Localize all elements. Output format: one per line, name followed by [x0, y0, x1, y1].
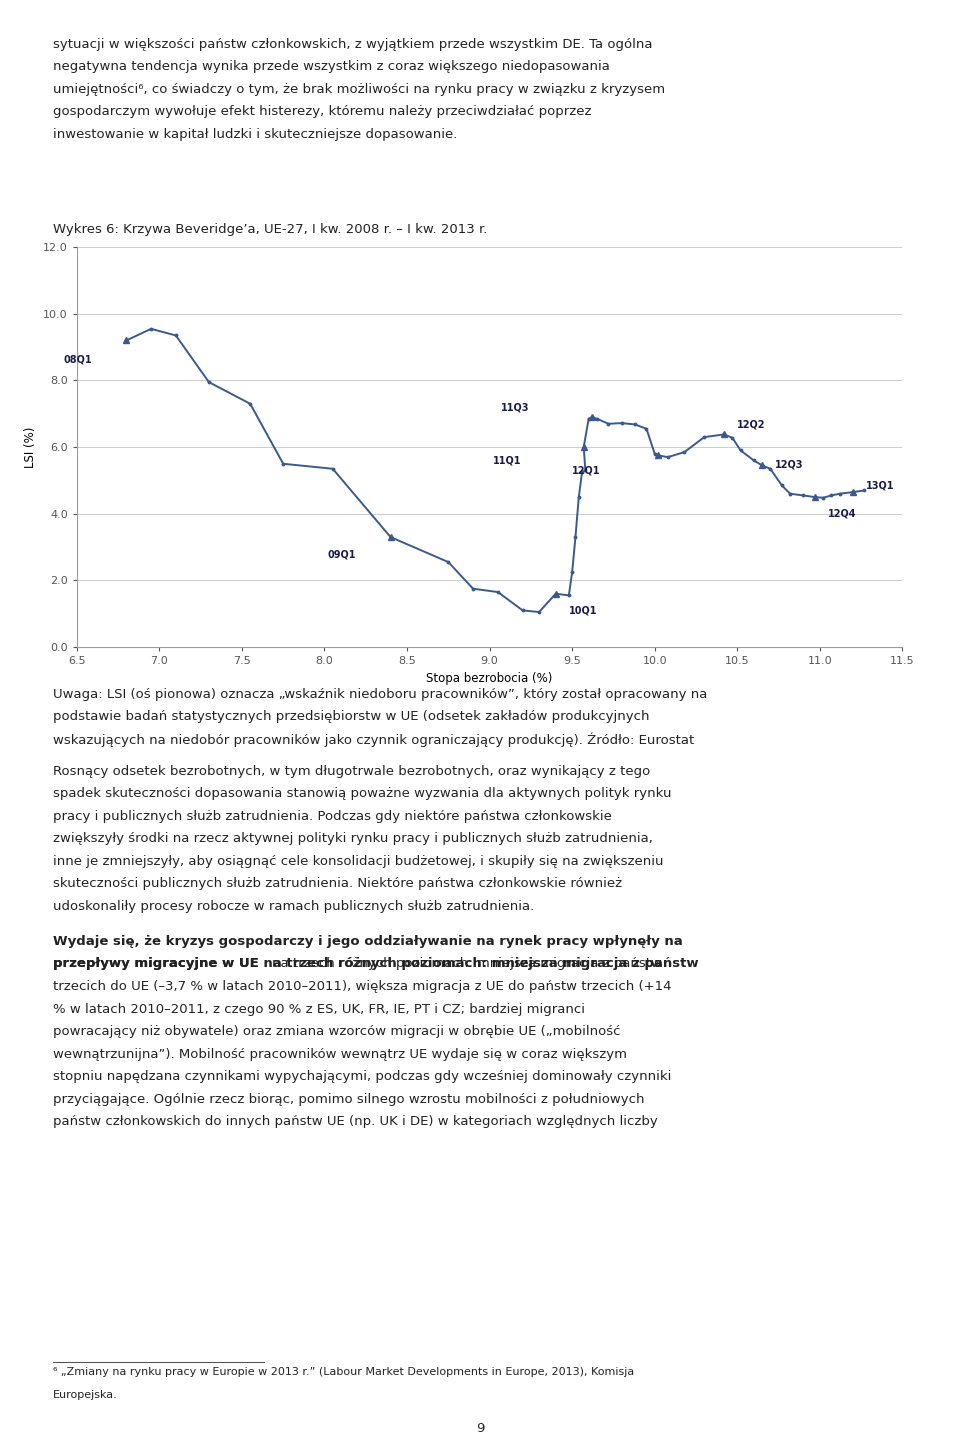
Text: sytuacji w większości państw członkowskich, z wyjątkiem przede wszystkim DE. Ta : sytuacji w większości państw członkowski… — [53, 38, 652, 51]
Text: umiejętności⁶, co świadczy o tym, że brak możliwości na rynku pracy w związku z : umiejętności⁶, co świadczy o tym, że bra… — [53, 83, 665, 96]
Text: gospodarczym wywołuje efekt histerezy, któremu należy przeciwdziałać poprzez: gospodarczym wywołuje efekt histerezy, k… — [53, 106, 591, 118]
Text: skuteczności publicznych służb zatrudnienia. Niektóre państwa członkowskie równi: skuteczności publicznych służb zatrudnie… — [53, 878, 622, 890]
Text: 09Q1: 09Q1 — [327, 550, 356, 560]
Text: 08Q1: 08Q1 — [63, 355, 92, 364]
Text: negatywna tendencja wynika przede wszystkim z coraz większego niedopasowania: negatywna tendencja wynika przede wszyst… — [53, 60, 610, 73]
Text: 13Q1: 13Q1 — [866, 481, 895, 491]
Text: przyciągające. Ogólnie rzecz biorąc, pomimo silnego wzrostu mobilności z południ: przyciągające. Ogólnie rzecz biorąc, pom… — [53, 1093, 644, 1105]
Text: powracający niż obywatele) oraz zmiana wzorców migracji w obrębie UE („mobilność: powracający niż obywatele) oraz zmiana w… — [53, 1025, 620, 1038]
Text: przepływy migracyjne w UE: przepływy migracyjne w UE — [53, 958, 263, 970]
Text: stopniu napędzana czynnikami wypychającymi, podczas gdy wcześniej dominowały czy: stopniu napędzana czynnikami wypychający… — [53, 1070, 671, 1083]
Text: trzecich do UE (–3,7 % w latach 2010–2011), większa migracja z UE do państw trze: trzecich do UE (–3,7 % w latach 2010–201… — [53, 980, 671, 993]
Text: 11Q3: 11Q3 — [501, 403, 530, 413]
Text: na trzech różnych poziomach: mniejsza migracja z państw: na trzech różnych poziomach: mniejsza mi… — [272, 958, 661, 970]
Text: inwestowanie w kapitał ludzki i skuteczniejsze dopasowanie.: inwestowanie w kapitał ludzki i skuteczn… — [53, 128, 457, 141]
Text: wskazujących na niedobór pracowników jako czynnik ograniczający produkcję). Źród: wskazujących na niedobór pracowników jak… — [53, 733, 694, 747]
Text: Wydaje się, że kryzys gospodarczy i jego oddziaływanie na rynek pracy wpłynęły n: Wydaje się, że kryzys gospodarczy i jego… — [53, 935, 683, 948]
Text: wewnątrzunijna”). Mobilność pracowników wewnątrz UE wydaje się w coraz większym: wewnątrzunijna”). Mobilność pracowników … — [53, 1047, 627, 1060]
Text: 10Q1: 10Q1 — [569, 606, 597, 615]
Text: 11Q1: 11Q1 — [492, 455, 521, 465]
Y-axis label: LSI (%): LSI (%) — [24, 426, 37, 468]
Text: 12Q4: 12Q4 — [828, 509, 856, 519]
Text: inne je zmniejszyły, aby osiągnąć cele konsolidacji budżetowej, i skupiły się na: inne je zmniejszyły, aby osiągnąć cele k… — [53, 855, 663, 868]
Text: 9: 9 — [476, 1422, 484, 1435]
Text: spadek skuteczności dopasowania stanowią poważne wyzwania dla aktywnych polityk : spadek skuteczności dopasowania stanowią… — [53, 788, 671, 800]
Text: 12Q3: 12Q3 — [776, 459, 804, 470]
Text: zwiększyły środki na rzecz aktywnej polityki rynku pracy i publicznych służb zat: zwiększyły środki na rzecz aktywnej poli… — [53, 832, 653, 845]
Text: Europejska.: Europejska. — [53, 1390, 117, 1400]
Text: Rosnący odsetek bezrobotnych, w tym długotrwale bezrobotnych, oraz wynikający z : Rosnący odsetek bezrobotnych, w tym dług… — [53, 765, 650, 778]
X-axis label: Stopa bezrobocia (%): Stopa bezrobocia (%) — [426, 672, 553, 685]
Text: Uwaga: LSI (oś pionowa) oznacza „wskaźnik niedoboru pracowników”, który został o: Uwaga: LSI (oś pionowa) oznacza „wskaźni… — [53, 688, 708, 701]
Text: 12Q1: 12Q1 — [572, 465, 601, 475]
Text: udoskonaliły procesy robocze w ramach publicznych służb zatrudnienia.: udoskonaliły procesy robocze w ramach pu… — [53, 900, 534, 913]
Text: pracy i publicznych służb zatrudnienia. Podczas gdy niektóre państwa członkowski: pracy i publicznych służb zatrudnienia. … — [53, 810, 612, 823]
Text: podstawie badań statystycznych przedsiębiorstw w UE (odsetek zakładów produkcyjn: podstawie badań statystycznych przedsięb… — [53, 710, 649, 723]
Text: państw członkowskich do innych państw UE (np. UK i DE) w kategoriach względnych : państw członkowskich do innych państw UE… — [53, 1115, 658, 1128]
Text: Wykres 6: Krzywa Beveridge’a, UE-27, I kw. 2008 r. – I kw. 2013 r.: Wykres 6: Krzywa Beveridge’a, UE-27, I k… — [53, 222, 487, 236]
Text: ⁶ „Zmiany na rynku pracy w Europie w 2013 r.” (Labour Market Developments in Eur: ⁶ „Zmiany na rynku pracy w Europie w 201… — [53, 1367, 634, 1377]
Text: 12Q2: 12Q2 — [737, 420, 766, 430]
Text: przepływy migracyjne w UE na trzech różnych poziomach: mniejsza migracja z państ: przepływy migracyjne w UE na trzech różn… — [53, 958, 699, 970]
Text: % w latach 2010–2011, z czego 90 % z ES, UK, FR, IE, PT i CZ; bardziej migranci: % w latach 2010–2011, z czego 90 % z ES,… — [53, 1003, 585, 1015]
